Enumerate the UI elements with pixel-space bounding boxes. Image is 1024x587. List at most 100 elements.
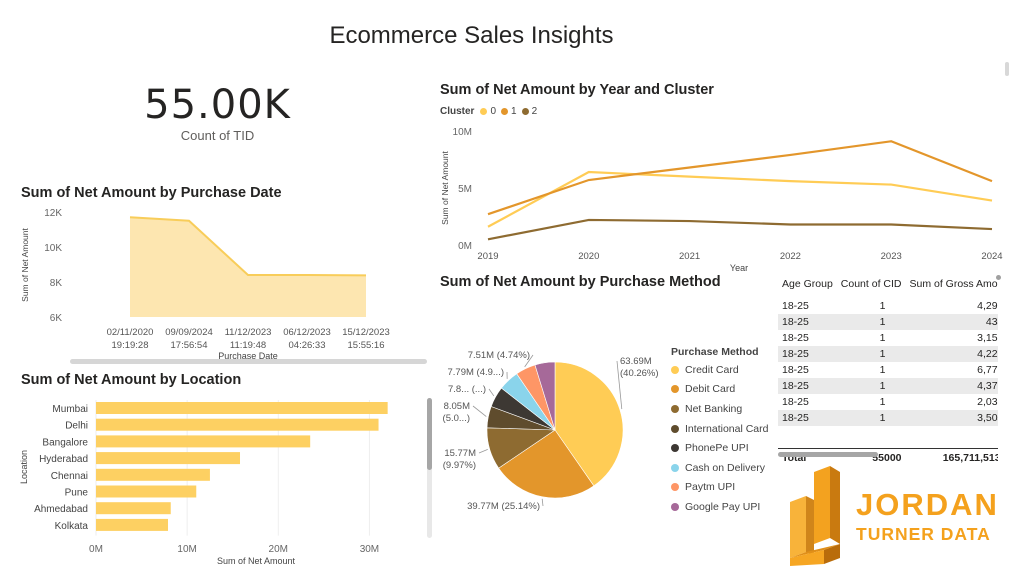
- legend-label: Credit Card: [685, 363, 739, 376]
- pie-leader-line: [472, 405, 487, 417]
- location-chart-title: Sum of Net Amount by Location: [21, 372, 242, 388]
- table-cell: 2,036: [977, 396, 998, 408]
- table-row[interactable]: 18-25 1 3,155: [778, 330, 998, 346]
- table-row[interactable]: 18-25 1 6,771: [778, 362, 998, 378]
- x-tick-label: 2024: [981, 251, 1002, 262]
- table-cell: 1: [836, 378, 906, 394]
- page-scrollbar[interactable]: [1005, 62, 1009, 76]
- y-axis-label: Sum of Net Amount: [20, 228, 30, 302]
- table-row[interactable]: 18-251434: [778, 314, 998, 330]
- table-cell: 1: [879, 396, 886, 408]
- x-tick-label: 02/11/2020: [107, 327, 154, 338]
- pie-leader-line: [488, 388, 495, 397]
- legend-swatch: [671, 502, 679, 511]
- legend-label: Cash on Delivery: [685, 461, 765, 474]
- pie-data-label-pct: (40.26%): [620, 368, 659, 379]
- category-label: Ahmedabad: [34, 504, 88, 515]
- x-tick-label: 2023: [881, 251, 902, 262]
- legend-item[interactable]: Debit Card: [671, 380, 768, 400]
- legend-swatch: [671, 444, 679, 453]
- x-tick-label-time: 17:56:54: [171, 340, 208, 351]
- area-chart-scrollbar[interactable]: [70, 359, 427, 364]
- pie-leader-line: [616, 360, 623, 410]
- pie-data-label: 8.05M: [444, 401, 470, 412]
- category-label: Hyderabad: [39, 454, 88, 465]
- category-label: Pune: [65, 488, 89, 499]
- column-header-age-group[interactable]: Age Group: [782, 278, 833, 290]
- legend-item[interactable]: Net Banking: [671, 399, 768, 419]
- legend-swatch: [671, 424, 679, 433]
- bar: [96, 452, 241, 465]
- column-header-count-cid[interactable]: Count of CID: [840, 278, 902, 290]
- legend-item[interactable]: Google Pay UPI: [671, 497, 768, 517]
- table-cell: 4,296: [977, 300, 998, 312]
- table-cell: 1: [879, 364, 886, 376]
- legend-item[interactable]: International Card: [671, 419, 768, 439]
- brand-name-line2: TURNER DATA: [856, 524, 991, 544]
- category-label: Mumbai: [52, 404, 88, 415]
- table-cell: 18-25: [778, 314, 837, 330]
- bar: [96, 485, 197, 498]
- bar: [96, 518, 169, 531]
- purchase-date-chart-title: Sum of Net Amount by Purchase Date: [21, 185, 282, 201]
- pie-data-label-pct: (9.97%): [443, 460, 476, 471]
- pie-data-label: 7.51M (4.74%): [468, 350, 530, 361]
- table-cell: 434: [905, 314, 998, 330]
- location-chart-scrollbar[interactable]: [427, 398, 432, 470]
- pie-data-label-pct: (5.0...): [443, 413, 470, 424]
- legend-swatch: [671, 483, 679, 492]
- year-cluster-line-chart: 0M 5M 10M 2019 2020 2021 2022 2023 2024 Year Sum o…: [440, 127, 1003, 273]
- pie-data-label: 7.79M (4.9...): [448, 367, 505, 378]
- table-row[interactable]: 18-25 1 4,296: [778, 298, 998, 314]
- series-line-0: [487, 170, 993, 228]
- x-axis-label: Year: [730, 263, 748, 273]
- legend-item[interactable]: Paytm UPI: [671, 478, 768, 498]
- purchase-method-legend: Purchase Method Credit Card Debit Card Net…: [671, 346, 768, 517]
- x-tick-label: 10M: [177, 544, 196, 555]
- y-axis-label: Sum of Net Amount: [440, 151, 450, 225]
- legend-label: Debit Card: [685, 383, 736, 396]
- legend-label: Google Pay UPI: [685, 500, 761, 513]
- x-axis-label: Purchase Date: [218, 351, 278, 361]
- x-tick-label-time: 15:55:16: [348, 340, 385, 351]
- x-tick-label: 2019: [477, 251, 498, 262]
- y-axis-label: Location: [19, 450, 29, 484]
- legend-swatch: [671, 404, 679, 413]
- pie-leader-line: [541, 498, 544, 507]
- legend-item[interactable]: Cash on Delivery: [671, 458, 768, 478]
- area-line: [129, 216, 367, 277]
- kpi-label: Count of TID: [180, 128, 255, 143]
- category-label: Kolkata: [55, 521, 89, 532]
- table-row[interactable]: 18-25 1 2,036: [778, 394, 998, 410]
- x-tick-label-time: 19:19:28: [112, 340, 149, 351]
- table-cell: 18-25: [778, 410, 837, 426]
- legend-item[interactable]: Credit Card: [671, 360, 768, 380]
- purchase-date-area-chart: 6K 8K 10K 12K 02/11/2020 19:19:28 09/09/2024 17…: [20, 208, 390, 361]
- column-header-gross-amount[interactable]: Sum of Gross Amou: [909, 278, 999, 290]
- table-horizontal-scrollbar[interactable]: [778, 452, 878, 457]
- age-group-table: Age Group Count of CID Sum of Gross Amou…: [778, 270, 998, 467]
- x-tick-label-time: 04:26:33: [289, 340, 326, 351]
- bar: [96, 502, 171, 515]
- legend-label: International Card: [685, 422, 769, 435]
- jordan-turner-logo-icon: [790, 466, 840, 566]
- x-axis-label: Sum of Net Amount: [217, 556, 296, 566]
- legend-swatch: [671, 463, 679, 472]
- legend-swatch: [671, 385, 679, 394]
- location-bar-chart: 0M 10M 20M 30M Mumbai Delhi Bangalore Hyderabad…: [19, 400, 388, 566]
- table-cell: 18-25: [782, 332, 809, 344]
- pie-data-label: 15.77M: [444, 448, 476, 459]
- y-tick-label: 8K: [50, 278, 63, 289]
- table-cell: 1: [836, 410, 906, 426]
- pie-slice: [554, 361, 624, 487]
- x-tick-label: 2022: [780, 251, 801, 262]
- table-cell: 18-25: [778, 378, 837, 394]
- y-tick-label: 10K: [44, 243, 62, 254]
- legend-item[interactable]: PhonePe UPI: [671, 438, 768, 458]
- pie-data-label: 63.69M: [620, 356, 652, 367]
- cluster-1-label: 1: [511, 106, 517, 117]
- table-cell: 18-25: [778, 346, 837, 362]
